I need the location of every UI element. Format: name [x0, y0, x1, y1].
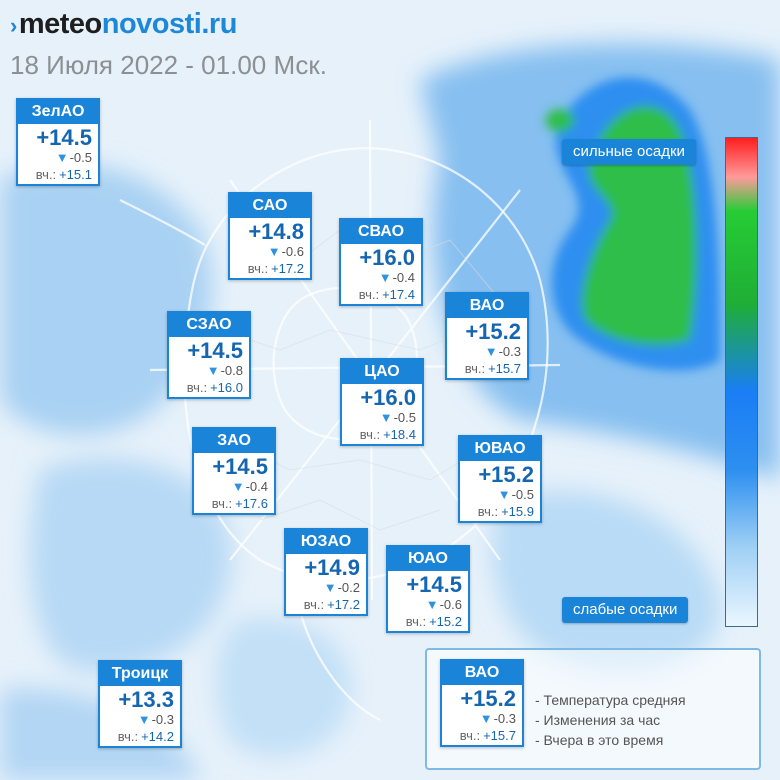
down-triangle-icon: ▼	[479, 711, 493, 726]
legend-sample-card: ВАО +15.2 ▼-0.3 вч.: +15.7	[440, 659, 524, 747]
down-triangle-icon: ▼	[425, 597, 439, 612]
district-name: ВАО	[447, 294, 527, 318]
district-name: ВАО	[442, 661, 522, 685]
average-temperature: +14.5	[406, 572, 462, 597]
logo-text-meteo: meteo	[18, 8, 102, 40]
district-card-szao[interactable]: СЗАО +14.5 ▼-0.8 вч.: +16.0	[167, 311, 251, 399]
district-name: САО	[230, 194, 310, 218]
logo-chevron-icon: ›	[10, 13, 17, 38]
hourly-change: ▼-0.6	[425, 597, 462, 612]
average-temperature: +16.0	[359, 245, 415, 270]
yesterday-temperature: вч.: +16.0	[186, 380, 243, 395]
down-triangle-icon: ▼	[231, 479, 245, 494]
legend-yesterday: - Вчера в это время	[535, 732, 664, 748]
yesterday-temperature: вч.: +15.1	[35, 167, 92, 182]
district-card-zao[interactable]: ЗАО +14.5 ▼-0.4 вч.: +17.6	[192, 427, 276, 515]
hourly-change: ▼-0.5	[497, 487, 534, 502]
hourly-change: ▼-0.8	[206, 363, 243, 378]
district-card-yuzao[interactable]: ЮЗАО +14.9 ▼-0.2 вч.: +17.2	[284, 528, 368, 616]
precipitation-scale-bar	[725, 137, 758, 627]
district-name: ЦАО	[342, 360, 422, 384]
average-temperature: +14.9	[304, 555, 360, 580]
average-temperature: +15.2	[465, 319, 521, 344]
district-card-yuao[interactable]: ЮАО +14.5 ▼-0.6 вч.: +15.2	[386, 545, 470, 633]
down-triangle-icon: ▼	[323, 580, 337, 595]
average-temperature: +14.5	[212, 454, 268, 479]
district-card-troitsk[interactable]: Троицк +13.3 ▼-0.3 вч.: +14.2	[98, 660, 182, 748]
yesterday-temperature: вч.: +17.4	[358, 287, 415, 302]
down-triangle-icon: ▼	[497, 487, 511, 502]
yesterday-temperature: вч.: +18.4	[359, 427, 416, 442]
district-name: СЗАО	[169, 313, 249, 337]
average-temperature: +14.5	[187, 338, 243, 363]
average-temperature: +15.2	[478, 462, 534, 487]
down-triangle-icon: ▼	[267, 244, 281, 259]
light-precipitation-label: слабые осадки	[562, 597, 689, 623]
district-card-cao[interactable]: ЦАО +16.0 ▼-0.5 вч.: +18.4	[340, 358, 424, 446]
district-card-vao[interactable]: ВАО +15.2 ▼-0.3 вч.: +15.7	[445, 292, 529, 380]
hourly-change: ▼-0.4	[378, 270, 415, 285]
forecast-date: 18 Июля 2022 - 01.00 Мск.	[10, 50, 328, 80]
average-temperature: +14.8	[248, 219, 304, 244]
heavy-precipitation-label: сильные осадки	[562, 139, 696, 165]
average-temperature: +14.5	[36, 125, 92, 150]
down-triangle-icon: ▼	[55, 150, 69, 165]
yesterday-temperature: вч.: +15.7	[459, 728, 516, 743]
down-triangle-icon: ▼	[378, 270, 392, 285]
site-logo: ›meteonovosti.ru	[10, 8, 237, 41]
yesterday-temperature: вч.: +15.7	[464, 361, 521, 376]
district-card-sao[interactable]: САО +14.8 ▼-0.6 вч.: +17.2	[228, 192, 312, 280]
average-temperature: +16.0	[360, 385, 416, 410]
down-triangle-icon: ▼	[484, 344, 498, 359]
yesterday-temperature: вч.: +17.2	[247, 261, 304, 276]
district-name: СВАО	[341, 220, 421, 244]
hourly-change: ▼-0.3	[479, 711, 516, 726]
district-name: ЗАО	[194, 429, 274, 453]
hourly-change: ▼-0.4	[231, 479, 268, 494]
yesterday-temperature: вч.: +15.9	[477, 504, 534, 519]
legend-key-text: - Температура средняя - Изменения за час…	[535, 690, 686, 750]
district-name: ЮАО	[388, 547, 468, 571]
legend-hourly-change: - Изменения за час	[535, 712, 661, 728]
district-card-svao[interactable]: СВАО +16.0 ▼-0.4 вч.: +17.4	[339, 218, 423, 306]
down-triangle-icon: ▼	[379, 410, 393, 425]
district-card-yuvao[interactable]: ЮВАО +15.2 ▼-0.5 вч.: +15.9	[458, 435, 542, 523]
hourly-change: ▼-0.3	[484, 344, 521, 359]
yesterday-temperature: вч.: +17.2	[303, 597, 360, 612]
logo-text-novosti: novosti.ru	[101, 8, 238, 40]
district-name: ЮЗАО	[286, 530, 366, 554]
district-name: Троицк	[100, 662, 180, 686]
legend-average-temperature: - Температура средняя	[535, 692, 686, 708]
yesterday-temperature: вч.: +15.2	[405, 614, 462, 629]
down-triangle-icon: ▼	[206, 363, 220, 378]
yesterday-temperature: вч.: +17.6	[211, 496, 268, 511]
hourly-change: ▼-0.5	[379, 410, 416, 425]
hourly-change: ▼-0.3	[137, 712, 174, 727]
yesterday-temperature: вч.: +14.2	[117, 729, 174, 744]
hourly-change: ▼-0.6	[267, 244, 304, 259]
hourly-change: ▼-0.5	[55, 150, 92, 165]
average-temperature: +13.3	[118, 687, 174, 712]
district-name: ЗелАО	[18, 100, 98, 124]
district-card-zelao[interactable]: ЗелАО +14.5 ▼-0.5 вч.: +15.1	[16, 98, 100, 186]
district-name: ЮВАО	[460, 437, 540, 461]
average-temperature: +15.2	[460, 686, 516, 711]
hourly-change: ▼-0.2	[323, 580, 360, 595]
down-triangle-icon: ▼	[137, 712, 151, 727]
